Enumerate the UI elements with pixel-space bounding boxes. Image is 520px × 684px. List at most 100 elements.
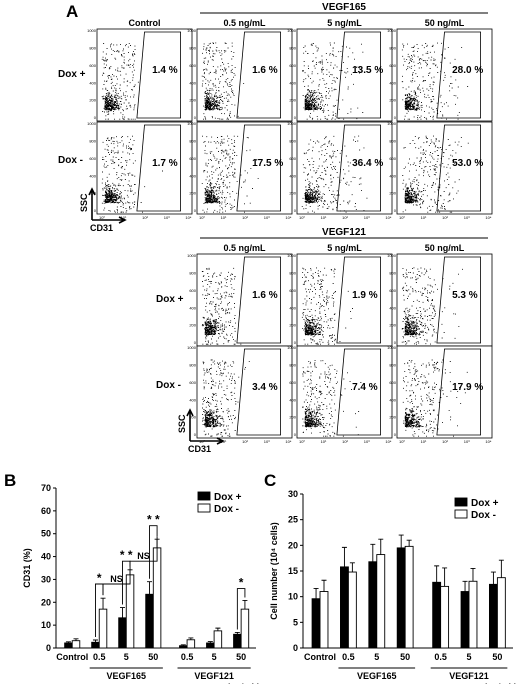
y-tick-label: 400 [289,397,296,402]
y-tick-label: 400 [389,173,396,178]
x-tick-label: 10¹ [221,215,227,220]
y-axis-label: CD31 (%) [22,548,32,588]
y-tick-label: 0 [194,115,197,120]
y-tick-label: 400 [89,80,96,85]
legend-swatch [197,491,211,501]
x-tick-label: 10³ [264,215,270,220]
x-tick-label: 10² [342,215,348,220]
x-tick-label: 10² [242,215,248,220]
x-tick-label: 10⁴ [485,439,491,444]
x-tick-label: 10⁰ [399,439,405,444]
scatter-dots [301,135,368,213]
gate-outline [236,31,281,119]
x-tick-label: 10⁴ [285,215,291,220]
dose-label: 5 ng/mL [327,243,362,253]
y-tick-label: 0 [294,432,297,437]
y-tick-label: 200 [189,191,196,196]
y-tick-label: 60 [41,506,51,516]
x-tick-label: 10² [142,215,148,220]
bar-dox-plus [179,645,188,649]
bar-dox-minus [186,639,196,649]
y-tick-label: 400 [289,173,296,178]
x-tick-label: 10² [342,439,348,444]
x-tick-label: Control [304,652,336,662]
bar-dox-minus [98,608,108,649]
y-tick-label: 600 [389,156,396,161]
ssc-arrow [88,187,96,220]
scatter-dots [201,42,245,120]
panel-a: A VEGF165 VEGF121 Control 0.5 ng/mL 5 ng/m… [58,2,493,454]
y-tick-label: 400 [389,305,396,310]
significance-label: * * [147,513,160,527]
bar-dox-minus [468,580,478,649]
y-tick-label: 70 [41,483,51,493]
y-tick-label: 200 [289,98,296,103]
y-tick-label: 1000 [87,28,97,33]
gate-percent: 28.0 % [452,65,483,76]
y-tick-label: 10 [41,620,51,630]
y-tick-label: 400 [289,80,296,85]
row-label: Dox - [58,155,83,166]
unit-label: (ng/mL) [227,682,260,684]
flow-plot: 36.4 % 0 200 400 600 800 1000 10⁰ 10¹ 10² 10³ 10⁴ [287,121,393,220]
error-bar [188,637,194,640]
y-tick-label: 800 [89,139,96,144]
bar-dox-minus [240,608,250,649]
y-tick-label: 200 [289,191,296,196]
control-label: Control [129,18,161,28]
bar-dox-minus [440,585,450,649]
panel-c: C 0 5 10 15 20 25 30 Cell number (10⁴ cells) Con… [264,471,517,684]
flow-plots: Control 0.5 ng/mL 5 ng/mL 50 ng/mL 0.5 ng/mL… [58,18,493,454]
error-bar [370,543,376,562]
y-axis-label: SSC [177,414,187,433]
ssc-arrow [186,408,194,441]
y-tick-label: 5 [293,617,298,627]
y-tick-label: 200 [189,415,196,420]
y-tick-label: 40 [41,552,51,562]
x-tick-label: 10⁴ [185,215,191,220]
chart-cell-number: 0 5 10 15 20 25 30 Cell number (10⁴ cells) Contr… [269,489,517,684]
y-tick-label: 600 [289,288,296,293]
y-tick-label: 600 [189,63,196,68]
y-tick-label: 1000 [287,253,297,258]
group-label: VEGF121 [194,671,234,681]
x-tick-label: 50 [236,652,246,662]
scatter-dots [201,135,259,213]
bar-dox-plus [368,561,378,649]
bar-dox-plus [91,641,100,649]
y-tick-label: 1000 [387,121,397,126]
y-tick-label: 800 [189,363,196,368]
scatter-dots [202,359,250,437]
y-tick-label: 50 [41,529,51,539]
error-bar [313,588,319,599]
x-tick-label: 10¹ [321,439,327,444]
x-tick-label: 10³ [364,439,370,444]
gate-outline [236,256,281,344]
y-tick-label: 800 [289,139,296,144]
legend-label: Dox - [471,510,496,521]
x-tick-label: 10² [242,439,248,444]
y-tick-label: 0 [394,115,397,120]
group-label: VEGF165 [357,671,397,681]
y-tick-label: 0 [394,432,397,437]
dose-label: 0.5 ng/mL [223,243,266,253]
y-tick-label: 400 [189,80,196,85]
significance-bracket [149,525,158,579]
x-tick-label: 10¹ [421,215,427,220]
gate-percent: 1.7 % [152,158,178,169]
error-bar [470,567,476,582]
error-bar [73,638,79,641]
bar-dox-plus [118,617,127,649]
x-tick-label: 10¹ [221,439,227,444]
bar-dox-minus [496,577,506,649]
error-bar [498,559,504,578]
y-tick-label: 600 [289,380,296,385]
y-tick-label: 0 [394,340,397,345]
gate-outline [336,124,381,212]
bar-dox-plus [460,591,470,649]
plot-frame [96,121,193,215]
error-bar [242,600,248,610]
